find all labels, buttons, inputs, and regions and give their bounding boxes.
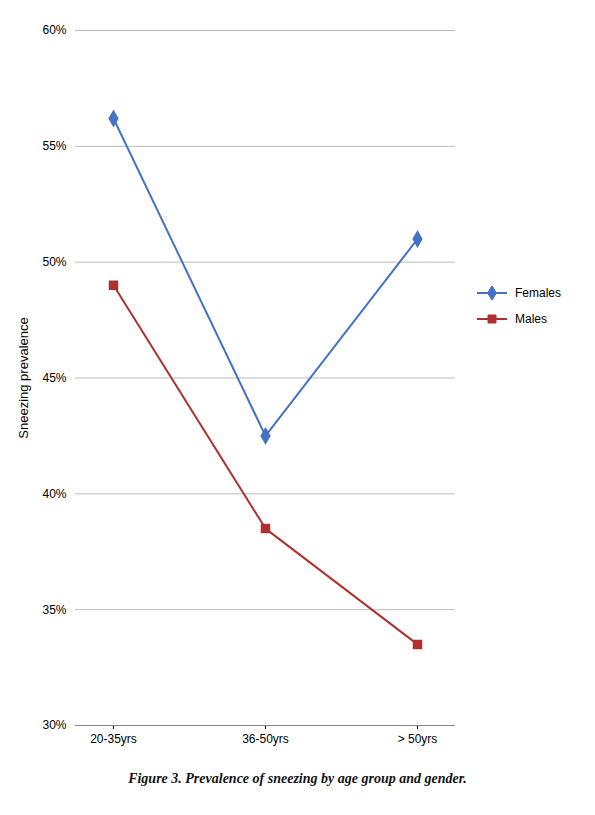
html-text:Females: Females xyxy=(515,286,561,300)
svg-text:35%: 35% xyxy=(42,603,66,617)
html-text:Males: Males xyxy=(515,312,547,326)
svg-text:30%: 30% xyxy=(42,718,66,732)
html-text:Figure 3. Prevalence of sneezi: Figure 3. Prevalence of sneezing by age … xyxy=(128,771,467,786)
svg-text:40%: 40% xyxy=(42,487,66,501)
svg-text:Sneezing prevalence: Sneezing prevalence xyxy=(16,317,31,438)
svg-text:36-50yrs: 36-50yrs xyxy=(242,732,289,746)
svg-text:20-35yrs: 20-35yrs xyxy=(90,732,137,746)
svg-text:60%: 60% xyxy=(42,23,66,37)
svg-text:50%: 50% xyxy=(42,255,66,269)
svg-text:> 50yrs: > 50yrs xyxy=(398,732,438,746)
svg-text:45%: 45% xyxy=(42,371,66,385)
svg-text:55%: 55% xyxy=(42,139,66,153)
